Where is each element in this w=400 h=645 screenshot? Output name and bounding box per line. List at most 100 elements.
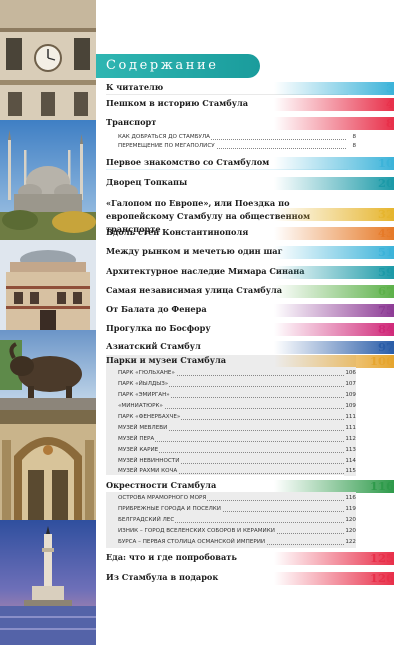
entry-page: 8	[385, 116, 394, 130]
sub-entry[interactable]: БЕЛГРАДСКИЙ ЛЕС 120	[118, 516, 356, 525]
sub-entry-label: ПАРК «ГЮЛЬХАНЕ»	[118, 370, 176, 376]
entry-rule	[106, 94, 348, 95]
toc-entry[interactable]: Архитектурное наследие Мимара Синана 59	[106, 266, 394, 280]
toc-entry[interactable]: К читателю 3	[106, 82, 394, 96]
sub-entry[interactable]: ПАРК «ГЮЛЬХАНЕ» 106	[118, 369, 356, 378]
sub-entry-label: ПРИБРЕЖНЫЕ ГОРОДА И ПОСЕЛКИ	[118, 506, 222, 512]
entry-title: К читателю	[106, 82, 164, 92]
sub-entry-label: БУРСА – ПЕРВАЯ СТОЛИЦА ОСМАНСКОЙ ИМПЕРИИ	[118, 539, 267, 545]
entry-page: 43	[377, 226, 394, 240]
toc-entry[interactable]: Первое знакомство со Стамбулом 10	[106, 157, 394, 171]
entry-page: 84	[377, 322, 394, 336]
sub-entry[interactable]: ОСТРОВА МРАМОРНОГО МОРЯ 116	[118, 494, 356, 503]
toc-entry[interactable]: Парки и музеи Стамбула 106	[106, 355, 394, 369]
sub-entry-page: 112	[344, 435, 356, 444]
sub-entry-label: МУЗЕЙ НЕВИННОСТИ	[118, 458, 181, 464]
entry-page: 75	[377, 303, 394, 317]
entry-page: 3	[385, 81, 394, 95]
entry-title: Пешком в историю Стамбула	[106, 98, 249, 108]
sub-entry-label: ПЕРЕМЕЩЕНИЕ ПО МЕГАПОЛИСУ	[118, 143, 216, 149]
photo-bronze-bull	[0, 330, 96, 410]
toc-entry[interactable]: Окрестности Стамбула 116	[106, 480, 394, 494]
toc-entry[interactable]: Между рынком и мечетью один шаг 51	[106, 246, 394, 260]
toc-entry[interactable]: Дворец Топкапы 20	[106, 177, 394, 191]
sub-entry[interactable]: ПАРК «ФЕНЕРБАХЧЕ» 111	[118, 413, 356, 422]
sub-entry-page: 8	[351, 142, 356, 151]
entry-color-bar	[274, 323, 394, 336]
sub-entry-label: МУЗЕЙ ПЕРА	[118, 436, 156, 442]
sub-entry-label: «МИНИАТЮРК»	[118, 403, 164, 409]
entry-color-bar	[274, 285, 394, 298]
entry-page: 59	[377, 265, 394, 279]
sub-entry[interactable]: КАК ДОБРАТЬСЯ ДО СТАМБУЛА 8	[118, 133, 356, 142]
sub-entry[interactable]: ПРИБРЕЖНЫЕ ГОРОДА И ПОСЕЛКИ 119	[118, 505, 356, 514]
sub-entry[interactable]: ПЕРЕМЕЩЕНИЕ ПО МЕГАПОЛИСУ 8	[118, 142, 356, 151]
entry-title: Прогулка по Босфору	[106, 323, 211, 333]
entry-page: 106	[369, 354, 394, 368]
toc-entry[interactable]: «Галопом по Европе», или Поездка по евро…	[106, 197, 394, 234]
entry-title: Из Стамбула в подарок	[106, 572, 219, 582]
toc-entry[interactable]: Вдоль стен Константинополя 43	[106, 227, 394, 241]
sub-entry[interactable]: МУЗЕЙ МЕВЛЕВИ 111	[118, 424, 356, 433]
sub-entry-page: 113	[344, 446, 356, 455]
sub-entry-page: 120	[344, 516, 356, 525]
entry-color-bar	[274, 82, 394, 95]
entry-page: 97	[377, 340, 394, 354]
entry-page: 51	[377, 245, 394, 259]
entry-page: 116	[369, 479, 394, 493]
entry-color-bar	[274, 227, 394, 240]
page-title: Содержание	[96, 54, 260, 78]
sub-entry-label: ИЗНИК – ГОРОД ВСЕЛЕНСКИХ СОБОРОВ И КЕРАМ…	[118, 528, 276, 534]
photo-pavilion	[0, 240, 96, 330]
sub-entry-page: 122	[344, 538, 356, 547]
photo-maiden-tower	[0, 520, 96, 645]
photo-clock-building	[0, 0, 96, 120]
photo-mosaic-gate	[0, 410, 96, 520]
sub-entry[interactable]: МУЗЕЙ КАРИЕ 113	[118, 446, 356, 455]
toc-entry[interactable]: От Балата до Фенера 75	[106, 304, 394, 318]
entry-title: Еда: что и где попробовать	[106, 552, 237, 562]
entry-title: Самая независимая улица Стамбула	[106, 285, 283, 295]
entry-title: «Галопом по Европе», или Поездка по евро…	[106, 198, 311, 234]
table-of-contents: К читателю 3 Пешком в историю Стамбула 4…	[106, 0, 394, 645]
toc-entry[interactable]: Прогулка по Босфору 84	[106, 323, 394, 337]
toc-entry[interactable]: Из Стамбула в подарок 126	[106, 572, 394, 586]
entry-page: 20	[377, 176, 394, 190]
sub-entry-page: 111	[344, 413, 356, 422]
sub-entry-page: 115	[344, 467, 356, 476]
sub-entry[interactable]: ПАРК «ЭМИРГАН» 109	[118, 391, 356, 400]
sub-entry-page: 114	[344, 457, 356, 466]
toc-entry[interactable]: Транспорт 8	[106, 117, 394, 131]
entry-color-bar	[274, 304, 394, 317]
entry-title: Архитектурное наследие Мимара Синана	[106, 266, 305, 276]
sub-entry-page: 106	[344, 369, 356, 378]
entry-color-bar	[274, 341, 394, 354]
sub-entry-page: 120	[344, 527, 356, 536]
sub-entry-label: ПАРК «ЙЫЛДЫЗ»	[118, 381, 170, 387]
entry-page: 67	[377, 284, 394, 298]
sub-entry[interactable]: МУЗЕЙ НЕВИННОСТИ 114	[118, 457, 356, 466]
sub-entry-label: КАК ДОБРАТЬСЯ ДО СТАМБУЛА	[118, 134, 211, 140]
entry-title: Вдоль стен Константинополя	[106, 227, 249, 237]
sub-entry-label: ПАРК «ЭМИРГАН»	[118, 392, 171, 398]
entry-color-bar	[274, 157, 394, 170]
sub-entry[interactable]: МУЗЕЙ РАХМИ КОЧА 115	[118, 467, 356, 476]
sub-entry-label: ПАРК «ФЕНЕРБАХЧЕ»	[118, 414, 182, 420]
sub-entry[interactable]: ИЗНИК – ГОРОД ВСЕЛЕНСКИХ СОБОРОВ И КЕРАМ…	[118, 527, 356, 536]
sub-entry-label: МУЗЕЙ РАХМИ КОЧА	[118, 468, 179, 474]
entry-title: Между рынком и мечетью один шаг	[106, 246, 283, 256]
sub-entry[interactable]: ПАРК «ЙЫЛДЫЗ» 107	[118, 380, 356, 389]
toc-entry[interactable]: Пешком в историю Стамбула 4	[106, 98, 394, 112]
entry-page: 32	[377, 207, 394, 221]
photo-strip	[0, 0, 96, 645]
entry-title: Первое знакомство со Стамбулом	[106, 157, 270, 167]
sub-entry-page: 107	[344, 380, 356, 389]
outskirts-sub-list: ОСТРОВА МРАМОРНОГО МОРЯ 116 ПРИБРЕЖНЫЕ ГО…	[106, 492, 356, 548]
toc-entry[interactable]: Самая независимая улица Стамбула 67	[106, 285, 394, 299]
sub-entry-label: БЕЛГРАДСКИЙ ЛЕС	[118, 517, 176, 523]
sub-entry[interactable]: БУРСА – ПЕРВАЯ СТОЛИЦА ОСМАНСКОЙ ИМПЕРИИ…	[118, 538, 356, 547]
toc-entry[interactable]: Азиатский Стамбул 97	[106, 341, 394, 355]
sub-entry[interactable]: «МИНИАТЮРК» 109	[118, 402, 356, 411]
sub-entry[interactable]: МУЗЕЙ ПЕРА 112	[118, 435, 356, 444]
toc-entry[interactable]: Еда: что и где попробовать 125	[106, 552, 394, 566]
